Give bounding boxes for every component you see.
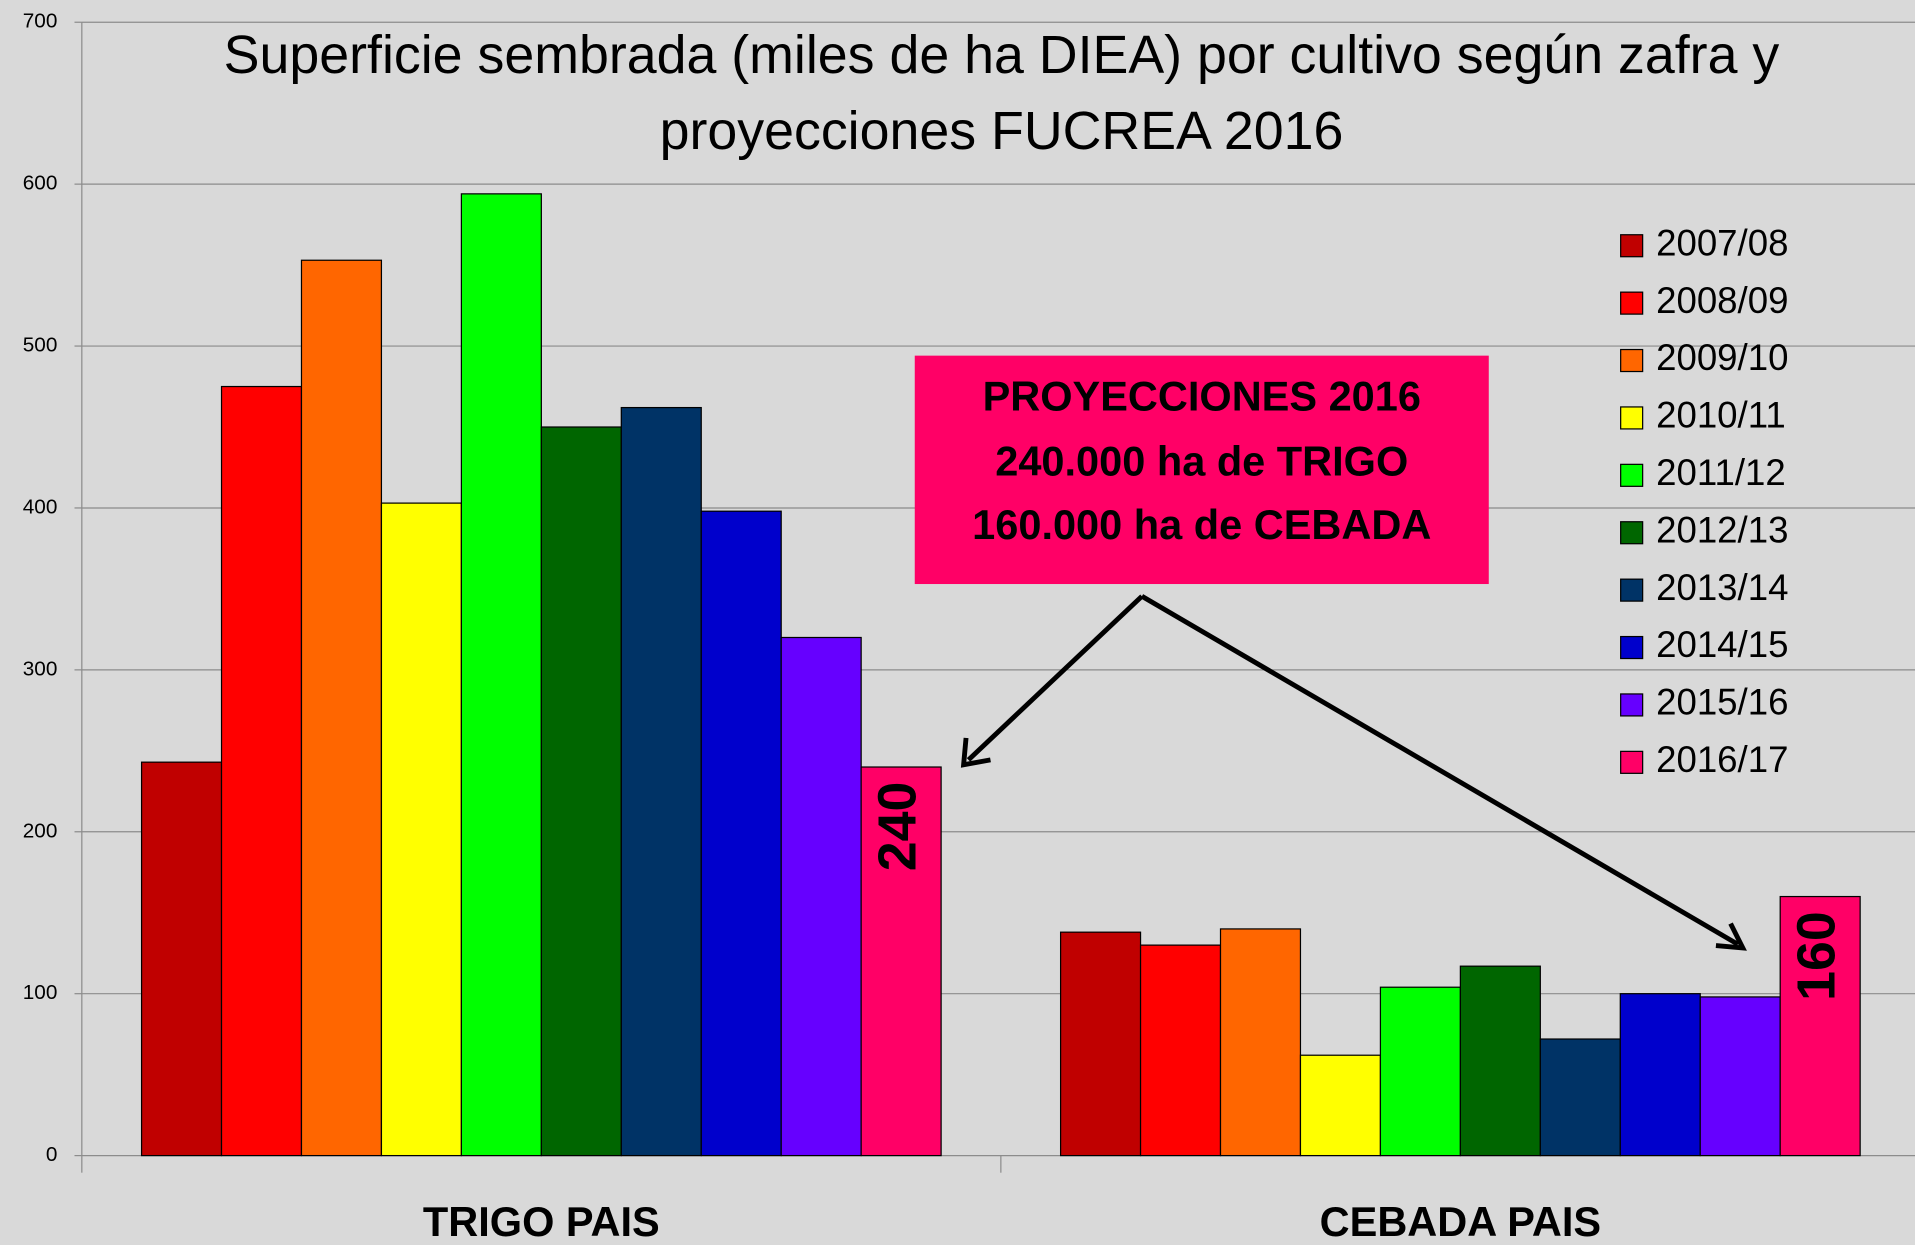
legend-label: 2013/14 — [1656, 567, 1788, 608]
bar — [540, 426, 622, 1157]
y-tick-label: 0 — [46, 1143, 58, 1166]
legend-label: 2015/16 — [1656, 682, 1788, 723]
bar — [1059, 931, 1142, 1157]
legend-label: 2014/15 — [1656, 624, 1788, 665]
bar — [380, 502, 462, 1157]
bar — [1139, 944, 1222, 1157]
arrow — [1140, 594, 1740, 947]
legend-swatch — [1620, 406, 1644, 430]
legend-label: 2012/13 — [1656, 509, 1788, 550]
legend-swatch — [1620, 578, 1644, 602]
legend-swatch — [1620, 521, 1644, 545]
legend-swatch — [1620, 234, 1644, 258]
bar — [780, 636, 862, 1157]
y-tick-label: 100 — [23, 981, 58, 1004]
bar — [620, 406, 702, 1157]
y-tick-label: 500 — [23, 334, 58, 357]
legend-label: 2011/12 — [1656, 452, 1786, 493]
chart-title: proyecciones FUCREA 2016 — [660, 101, 1344, 161]
y-tick-label: 300 — [23, 657, 58, 680]
bar — [1379, 986, 1461, 1157]
y-tick-label: 700 — [23, 10, 58, 33]
bar — [1699, 996, 1781, 1157]
y-tick-label: 600 — [23, 172, 58, 195]
data-label: 160 — [1786, 911, 1846, 1001]
bar — [300, 259, 383, 1157]
bar — [460, 193, 542, 1157]
annotation: 240.000 ha de TRIGO — [995, 437, 1408, 484]
legend-label: 2007/08 — [1656, 222, 1788, 263]
legend-swatch — [1620, 693, 1644, 717]
x-tick-label: CEBADA PAIS — [1320, 1198, 1601, 1245]
legend-swatch — [1620, 348, 1644, 373]
grid: 0 100 200 300 400 500 600 700 TRIGO PAIS CEBADA P… — [23, 10, 1915, 1245]
bar — [700, 510, 782, 1157]
bar — [1619, 993, 1701, 1157]
bar — [1459, 965, 1541, 1157]
legend-label: 2009/10 — [1656, 337, 1788, 378]
legend-swatch — [1620, 463, 1644, 487]
bar — [860, 766, 942, 1157]
arrow — [966, 594, 1144, 762]
arrows — [960, 594, 1747, 951]
chart-title: Superficie sembrada (miles de ha DIEA) p… — [224, 25, 1780, 85]
x-tick-label: TRIGO PAIS — [423, 1198, 660, 1245]
arrow-head — [1715, 922, 1747, 951]
legend-swatch — [1620, 750, 1644, 774]
bar — [1539, 1038, 1621, 1157]
legend-swatch — [1620, 291, 1644, 315]
bar — [1299, 1054, 1382, 1157]
annotation-box — [914, 355, 1489, 585]
bars: 240 160 — [140, 193, 1861, 1157]
y-tick-label: 400 — [23, 495, 58, 518]
bar — [1779, 895, 1861, 1157]
y-tick-label: 200 — [23, 819, 58, 842]
annotation: PROYECCIONES 2016 — [983, 373, 1421, 420]
bar — [1219, 928, 1302, 1157]
legend-label: 2016/17 — [1656, 739, 1788, 780]
legend: 2007/08 2008/09 2009/10 2010/11 2011/12 2012/… — [1620, 222, 1788, 780]
legend-label: 2008/09 — [1656, 280, 1788, 321]
legend-swatch — [1620, 635, 1644, 660]
arrow-head — [960, 737, 991, 768]
data-label: 240 — [867, 782, 927, 872]
annotation: 160.000 ha de CEBADA — [972, 501, 1431, 548]
legend-label: 2010/11 — [1656, 395, 1786, 436]
bar — [140, 761, 223, 1157]
bar — [220, 385, 303, 1157]
